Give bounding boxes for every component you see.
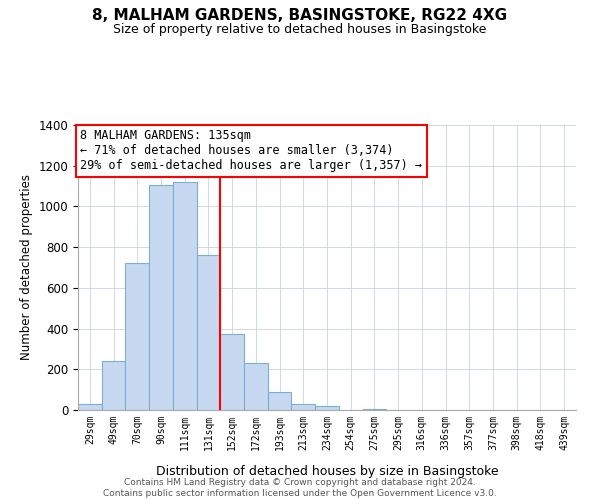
Bar (244, 363, 268, 410)
Bar (362, 409, 386, 410)
Bar (315, 406, 339, 410)
Bar (125, 264, 149, 410)
Bar (197, 256, 220, 410)
Y-axis label: Number of detached properties: Number of detached properties (20, 174, 33, 360)
Bar (268, 392, 292, 410)
Bar (102, 361, 125, 410)
Bar (220, 334, 244, 410)
Text: Distribution of detached houses by size in Basingstoke: Distribution of detached houses by size … (155, 465, 499, 478)
Text: 8, MALHAM GARDENS, BASINGSTOKE, RG22 4XG: 8, MALHAM GARDENS, BASINGSTOKE, RG22 4XG (92, 8, 508, 22)
Bar (173, 182, 197, 410)
Text: Contains HM Land Registry data © Crown copyright and database right 2024.
Contai: Contains HM Land Registry data © Crown c… (103, 478, 497, 498)
Text: 8 MALHAM GARDENS: 135sqm
← 71% of detached houses are smaller (3,374)
29% of sem: 8 MALHAM GARDENS: 135sqm ← 71% of detach… (80, 130, 422, 172)
Bar (149, 185, 173, 410)
Bar (78, 404, 102, 410)
Text: Size of property relative to detached houses in Basingstoke: Size of property relative to detached ho… (113, 22, 487, 36)
Bar (292, 404, 315, 410)
